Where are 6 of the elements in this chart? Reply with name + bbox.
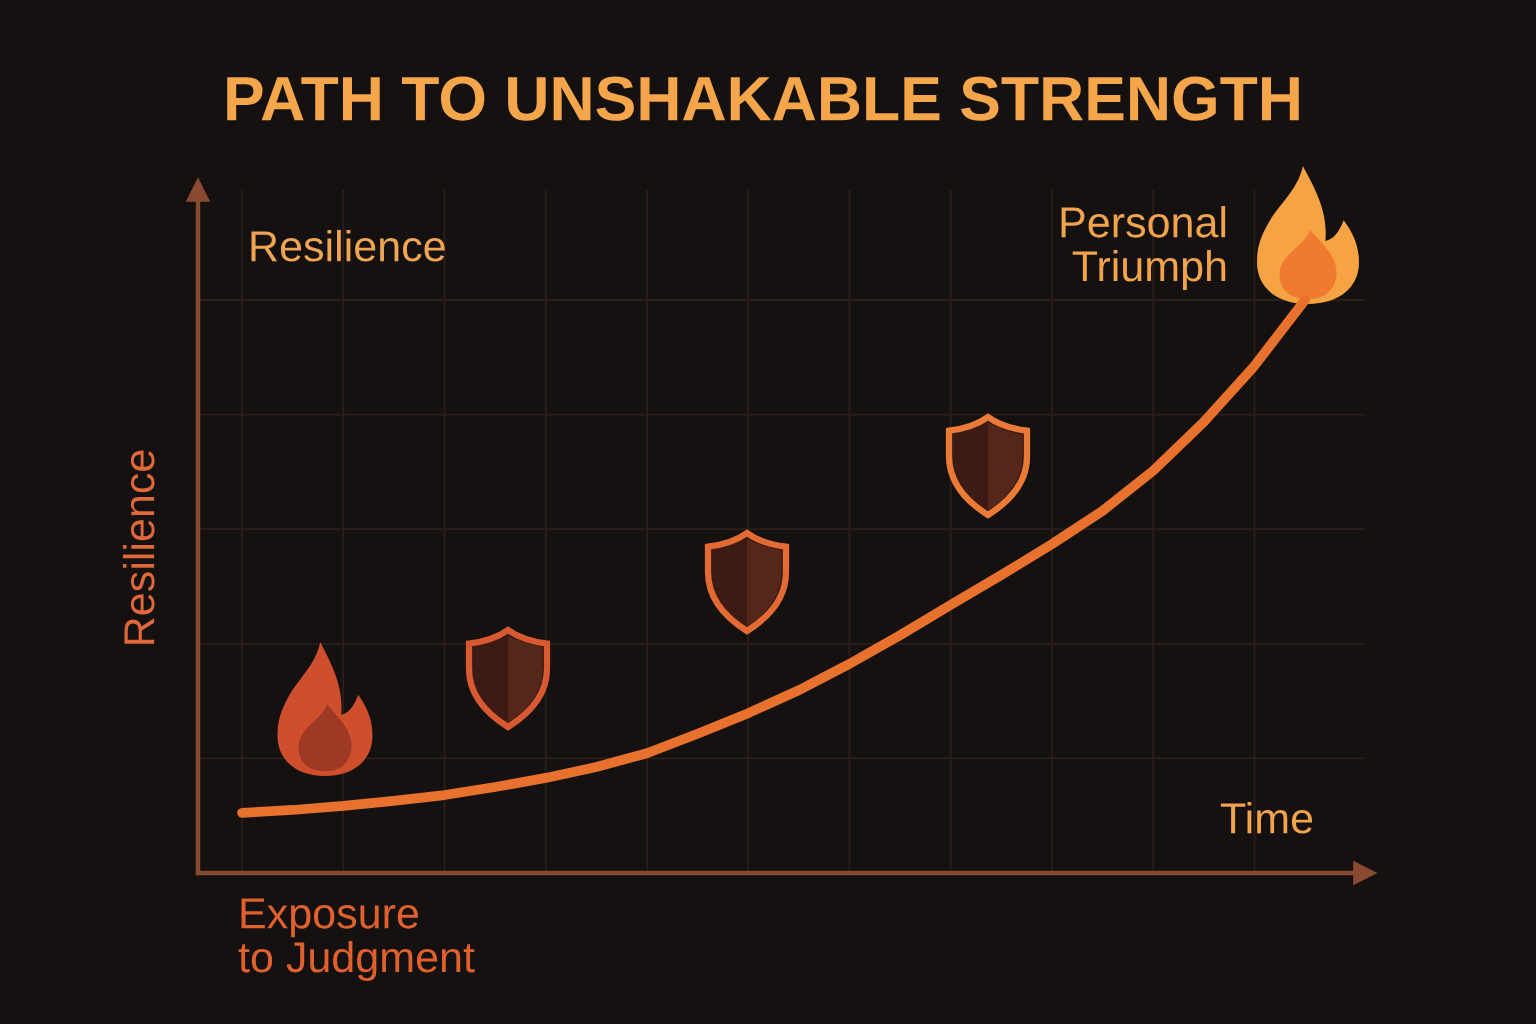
chart-title: PATH TO UNSHAKABLE STRENGTH: [227, 76, 1299, 121]
x-axis-title: Time: [1220, 801, 1313, 834]
text: Exposure to Judgment: [238, 898, 475, 982]
text: Resilience: [251, 229, 445, 262]
text: Personal Triumph: [1061, 206, 1226, 291]
y-axis-title: Resilience: [122, 450, 155, 644]
